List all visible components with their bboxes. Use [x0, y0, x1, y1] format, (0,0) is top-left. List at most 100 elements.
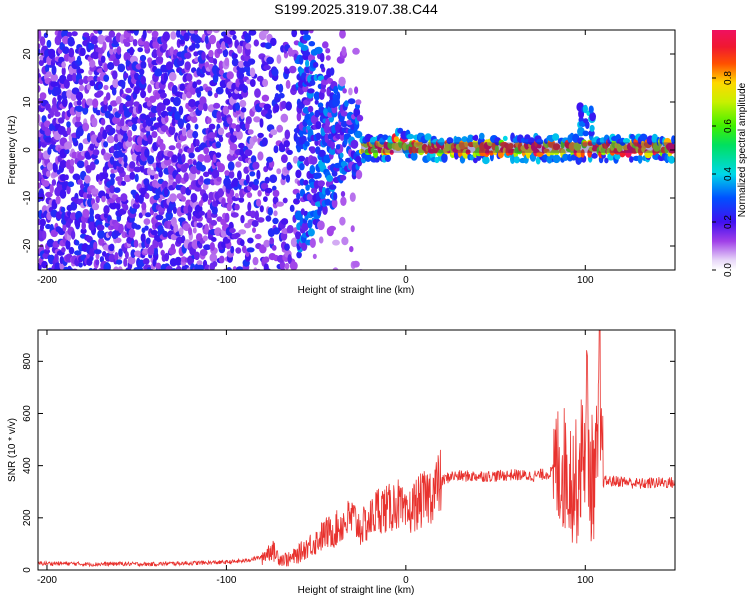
spectrogram-cell: [96, 224, 105, 231]
spectrogram-cell: [127, 256, 136, 265]
spectrogram-cell: [328, 184, 337, 190]
spectrogram-cell: [482, 156, 490, 165]
spectrogram-cell: [309, 238, 316, 248]
spectrogram-cell: [298, 55, 304, 65]
spectrogram-cell: [424, 133, 432, 141]
spectrogram-cell: [270, 129, 278, 136]
spectrogram-cell: [261, 94, 270, 102]
spectrogram-cell: [86, 98, 94, 106]
spectrogram-cell: [309, 164, 316, 175]
spectrogram-cell: [148, 95, 157, 104]
colorbar-gradient: [712, 30, 736, 270]
spectrogram-cell: [208, 34, 217, 45]
spectrogram-cell: [226, 267, 232, 270]
spectrogram-cell: [284, 243, 290, 251]
spectrogram-cell: [61, 35, 70, 45]
snr-x-tick-label: -200: [37, 575, 57, 586]
spectrogram-cell: [134, 250, 142, 257]
spectrogram-cell: [226, 71, 234, 80]
spectrogram-y-tick-label: -10: [22, 190, 33, 205]
spectrogram-cell: [177, 118, 184, 128]
spectrogram-cell: [95, 253, 100, 260]
spectrogram-cell: [190, 115, 198, 123]
spectrogram-cell: [41, 115, 47, 123]
spectrogram-cell: [44, 127, 52, 137]
spectrogram-cell: [123, 154, 128, 164]
spectrogram-cell: [201, 51, 206, 61]
spectrogram-x-tick-label: -200: [37, 275, 57, 286]
spectrogram-cell: [207, 117, 212, 124]
spectrogram-cell: [38, 67, 40, 75]
spectrogram-cell: [252, 135, 258, 143]
spectrogram-cell: [115, 237, 122, 244]
spectrogram-cell: [55, 195, 61, 205]
spectrogram-cell: [204, 223, 209, 233]
spectrogram-cell: [224, 57, 230, 67]
spectrogram-cell: [80, 228, 87, 235]
spectrogram-cell: [44, 137, 52, 143]
spectrogram-cell: [355, 99, 362, 105]
spectrogram-cell: [280, 100, 287, 110]
spectrogram-cell: [110, 177, 115, 186]
spectrogram-cell: [134, 87, 140, 94]
spectrogram-cell: [54, 111, 61, 117]
spectrogram-cell: [95, 109, 101, 116]
spectrogram-cell: [256, 169, 261, 180]
spectrogram-cell: [217, 188, 225, 197]
spectrogram-cell: [74, 250, 82, 256]
spectrogram-cell: [402, 142, 408, 151]
spectrogram-cell: [254, 88, 261, 98]
spectrogram-cell: [194, 123, 199, 130]
spectrogram-cell: [45, 191, 53, 198]
spectrogram-cell: [80, 183, 85, 191]
spectrogram-cell: [313, 91, 321, 101]
spectrogram-cell: [102, 129, 108, 140]
spectrogram-cell: [328, 225, 336, 232]
spectrogram-cell: [196, 264, 205, 270]
spectrogram-cell: [230, 212, 239, 218]
spectrogram-cell: [47, 146, 52, 155]
spectrogram-cell: [238, 72, 245, 80]
spectrogram-cell: [209, 253, 218, 263]
spectrogram-cell: [60, 206, 66, 213]
spectrogram-cell: [103, 103, 108, 112]
spectrogram-cell: [155, 262, 162, 270]
spectrogram-cell: [195, 139, 200, 147]
spectrogram-cell: [238, 197, 245, 203]
spectrogram-cell: [61, 247, 66, 253]
spectrogram-cell: [97, 30, 103, 35]
spectrogram-cell: [198, 243, 203, 249]
spectrogram-cell: [494, 144, 499, 154]
spectrogram-cell: [127, 129, 133, 138]
spectrogram-cell: [279, 260, 286, 270]
spectrogram-cell: [212, 154, 217, 163]
spectrogram-cell: [143, 178, 150, 186]
spectrogram-cell: [38, 30, 42, 39]
spectrogram-cell: [112, 78, 119, 88]
spectrogram-cell: [446, 137, 454, 145]
spectrogram-cell: [502, 135, 508, 142]
spectrogram-cell: [217, 127, 225, 136]
spectrogram-cell: [181, 153, 186, 164]
snr-y-axis: 0 200 400 600 800: [22, 353, 675, 573]
spectrogram-cell: [71, 151, 78, 159]
spectrogram-cell: [155, 214, 164, 221]
spectrogram-cell: [349, 192, 356, 202]
spectrogram-cell: [671, 135, 675, 145]
spectrogram-cell: [356, 114, 364, 122]
spectrogram-cell: [124, 251, 129, 260]
spectrogram-cell: [162, 98, 171, 106]
spectrogram-cell: [355, 169, 363, 180]
spectrogram-cell: [93, 241, 98, 250]
spectrogram-cell: [338, 76, 346, 87]
spectrogram-cell: [308, 30, 314, 34]
spectrogram-cell: [175, 173, 182, 184]
spectrogram-cell: [339, 216, 346, 226]
spectrogram-cell: [253, 178, 259, 186]
spectrogram-cell: [410, 152, 418, 161]
spectrogram-cell: [138, 212, 143, 219]
spectrogram-cell: [215, 141, 222, 149]
spectrogram-cell: [314, 109, 321, 118]
spectrogram-cell: [235, 161, 242, 168]
spectrogram-cell: [384, 154, 391, 162]
